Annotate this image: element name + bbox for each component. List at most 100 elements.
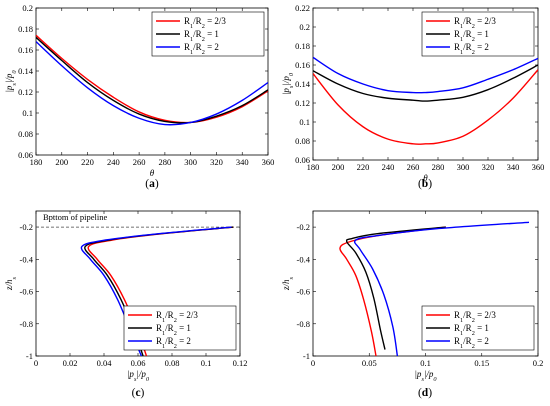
y-tick-label: 0.12 xyxy=(295,98,310,108)
legend-entry: R1/R2 = 2/3 xyxy=(454,310,496,324)
y-tick-label: 0.16 xyxy=(18,45,33,55)
x-tick-label: 0.1 xyxy=(420,358,431,368)
series-line-3 xyxy=(313,56,538,94)
legend-entry: R1/R2 = 2/3 xyxy=(454,16,496,30)
x-axis-label: |ps|/p0 xyxy=(414,369,437,383)
x-tick-label: 0.1 xyxy=(201,358,212,368)
y-tick-label: 0.18 xyxy=(18,24,33,34)
series-line-2 xyxy=(345,226,446,350)
x-tick-label: 0 xyxy=(311,358,315,368)
x-axis-label: θ xyxy=(423,173,428,183)
legend-box xyxy=(123,305,237,351)
x-tick-label: 280 xyxy=(159,157,172,167)
y-tick-label: -0.2 xyxy=(297,222,310,232)
x-tick-label: 0.06 xyxy=(131,358,146,368)
legend-entry: R1/R2 = 2/3 xyxy=(184,16,226,30)
x-tick-label: 0 xyxy=(34,358,38,368)
x-tick-label: 360 xyxy=(532,162,545,172)
x-tick-label: 360 xyxy=(262,157,275,167)
legend-entry: R1/R2 = 2 xyxy=(156,336,191,350)
x-axis-label: |ps|/p0 xyxy=(127,369,150,383)
x-tick-label: 300 xyxy=(457,162,470,172)
panel-a: 180 200 220 240 260 280 300 320 340 360 0.06 0.08 0.… xyxy=(4,3,274,190)
x-tick-label: 320 xyxy=(482,162,495,172)
y-tick-label: 0.2 xyxy=(22,3,33,13)
x-tick-label: 0.2 xyxy=(533,358,544,368)
y-tick-label: 0.14 xyxy=(18,66,34,76)
axes-frame xyxy=(35,7,269,156)
series-line-1 xyxy=(313,69,538,145)
legend: R1/R2 = 2/3R1/R2 = 1R1/R2 = 2 xyxy=(151,11,265,57)
x-tick-label: 220 xyxy=(357,162,370,172)
panel-d: 0 0.05 0.1 0.15 0.2 -1 -0.8 -0.6 -0.4 -0.2 |ps|/p0… xyxy=(281,210,544,399)
panel-caption: (c) xyxy=(132,387,145,399)
panel-c: 0 0.02 0.04 0.06 0.08 0.1 0.12 -1 -0.8 -0.6 -0.4 -0… xyxy=(4,210,248,399)
y-tick-label: -0.6 xyxy=(20,287,33,297)
legend: R1/R2 = 2/3R1/R2 = 1R1/R2 = 2 xyxy=(421,305,535,351)
x-tick-label: 260 xyxy=(407,162,420,172)
y-tick-label: -1 xyxy=(26,351,33,361)
y-tick-label: 0.12 xyxy=(18,87,33,97)
y-tick-label: 0.06 xyxy=(295,155,310,165)
x-tick-label: 0.08 xyxy=(165,358,180,368)
y-tick-label: 0.16 xyxy=(295,60,310,70)
x-tick-label: 180 xyxy=(30,157,43,167)
x-tick-label: 260 xyxy=(133,157,146,167)
x-tick-label: 300 xyxy=(184,157,197,167)
y-axis-label: |ps|/p0 xyxy=(281,72,295,95)
y-axis-label: z/hs xyxy=(281,276,295,291)
panel-caption: (b) xyxy=(418,178,432,190)
panel-b: 180 200 220 240 260 280 300 320 340 360 0.06 0.08 0.… xyxy=(281,3,544,190)
panel-caption: (a) xyxy=(145,178,159,190)
y-tick-label: -0.4 xyxy=(20,254,34,264)
y-tick-label: 0.22 xyxy=(295,3,310,13)
y-tick-label: -0.2 xyxy=(20,222,33,232)
y-axis-label: z/hs xyxy=(4,276,18,291)
x-axis-label: θ xyxy=(150,168,155,178)
legend-entry: R1/R2 = 1 xyxy=(454,29,489,43)
legend-entry: R1/R2 = 2 xyxy=(454,42,489,56)
pipeline-annotation: Bpttom of pipeline xyxy=(43,212,107,222)
legend-entry: R1/R2 = 2 xyxy=(454,336,489,350)
x-tick-label: 0.05 xyxy=(362,358,377,368)
x-tick-label: 200 xyxy=(55,157,68,167)
x-tick-label: 0.12 xyxy=(233,358,248,368)
y-tick-label: -1 xyxy=(303,351,310,361)
legend-entry: R1/R2 = 2 xyxy=(184,42,219,56)
y-tick-label: 0.08 xyxy=(295,136,310,146)
legend-entry: R1/R2 = 1 xyxy=(454,323,489,337)
y-tick-label: 0.1 xyxy=(22,108,33,118)
y-tick-label: -0.4 xyxy=(297,254,311,264)
series-line-3 xyxy=(353,221,530,356)
x-tick-label: 240 xyxy=(382,162,395,172)
series-line-2 xyxy=(36,36,268,124)
x-tick-label: 0.02 xyxy=(63,358,78,368)
series-line-2 xyxy=(313,64,538,102)
x-tick-label: 0.15 xyxy=(474,358,489,368)
y-tick-label: 0.18 xyxy=(295,41,310,51)
legend-entry: R1/R2 = 1 xyxy=(156,323,191,337)
y-tick-label: -0.6 xyxy=(297,287,310,297)
legend: R1/R2 = 2/3R1/R2 = 1R1/R2 = 2 xyxy=(421,11,535,57)
x-tick-label: 180 xyxy=(307,162,320,172)
y-tick-label: 0.2 xyxy=(299,22,310,32)
series-line-3 xyxy=(36,41,268,126)
series-line-1 xyxy=(36,34,268,124)
legend-entry: R1/R2 = 1 xyxy=(184,29,219,43)
x-tick-label: 200 xyxy=(332,162,345,172)
y-tick-label: 0.1 xyxy=(299,117,310,127)
x-tick-label: 340 xyxy=(507,162,520,172)
y-tick-label: 0.08 xyxy=(18,129,33,139)
y-tick-label: 0.14 xyxy=(295,79,311,89)
legend: R1/R2 = 2/3R1/R2 = 1R1/R2 = 2 xyxy=(123,305,237,351)
x-tick-label: 320 xyxy=(210,157,223,167)
x-tick-label: 0.04 xyxy=(97,358,113,368)
x-tick-label: 280 xyxy=(432,162,445,172)
y-axis-label: |ps|/p0 xyxy=(4,70,18,93)
x-tick-label: 220 xyxy=(81,157,94,167)
panel-caption: (d) xyxy=(418,387,432,399)
y-tick-label: -0.8 xyxy=(20,319,33,329)
y-tick-label: 0.06 xyxy=(18,150,33,160)
y-tick-label: -0.8 xyxy=(297,319,310,329)
